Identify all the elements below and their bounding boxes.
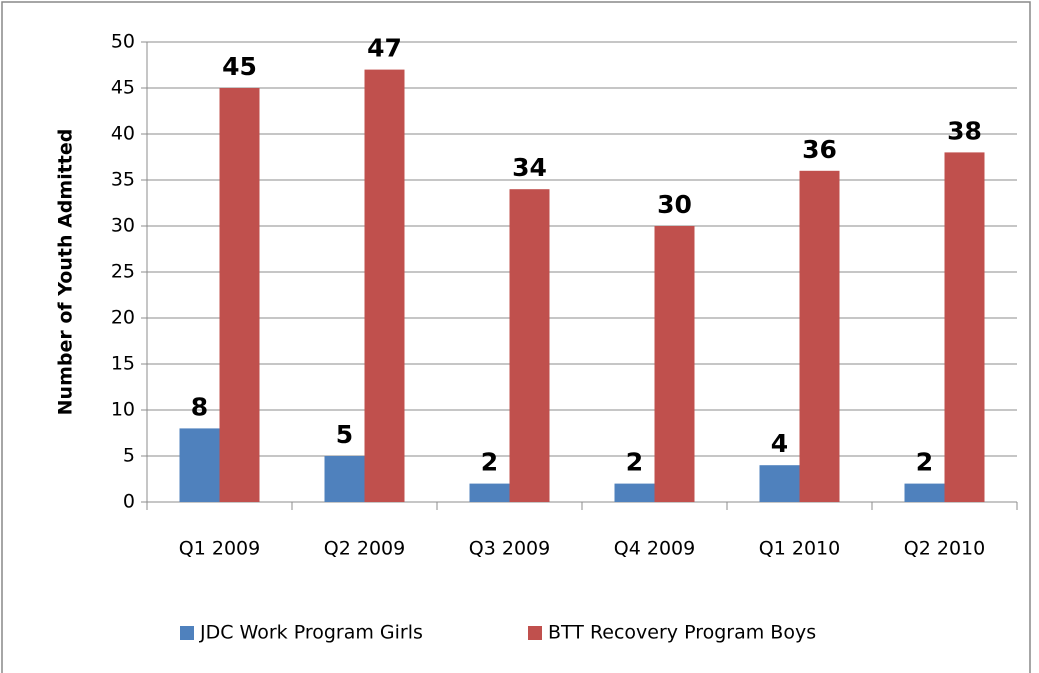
data-label: 5: [336, 420, 353, 449]
y-tick-label: 35: [111, 169, 135, 191]
data-label: 8: [191, 392, 208, 421]
bar: [654, 226, 695, 502]
bar: [364, 69, 405, 502]
bar: [509, 189, 550, 502]
data-label: 34: [512, 153, 547, 182]
data-label: 38: [947, 116, 982, 145]
data-label: 45: [222, 52, 257, 81]
y-axis-label: Number of Youth Admitted: [55, 129, 77, 416]
x-tick-label: Q1 2009: [179, 538, 260, 560]
legend-label: BTT Recovery Program Boys: [548, 622, 816, 644]
data-label: 2: [916, 448, 933, 477]
y-tick-label: 45: [111, 77, 135, 99]
legend-label: JDC Work Program Girls: [199, 622, 423, 644]
bar: [759, 465, 800, 502]
x-tick-label: Q2 2009: [324, 538, 405, 560]
y-tick-label: 5: [123, 445, 135, 467]
legend-swatch: [528, 626, 542, 640]
bar: [799, 170, 840, 503]
bar: [179, 428, 220, 502]
data-label: 36: [802, 135, 837, 164]
y-tick-label: 40: [111, 123, 135, 145]
data-label: 30: [657, 190, 692, 219]
bar: [614, 483, 655, 502]
bar: [469, 483, 510, 502]
data-label: 47: [367, 34, 402, 63]
y-tick-label: 0: [123, 491, 135, 513]
bar: [904, 483, 945, 502]
x-tick-label: Q3 2009: [469, 538, 550, 560]
x-tick-label: Q1 2010: [759, 538, 840, 560]
x-tick-label: Q4 2009: [614, 538, 695, 560]
y-tick-label: 15: [111, 353, 135, 375]
y-tick-label: 20: [111, 307, 135, 329]
bar: [324, 456, 365, 502]
y-tick-label: 50: [111, 31, 135, 53]
data-label: 2: [626, 448, 643, 477]
bar: [219, 88, 260, 502]
bar: [944, 152, 985, 502]
y-tick-label: 25: [111, 261, 135, 283]
data-label: 2: [481, 448, 498, 477]
legend-swatch: [180, 626, 194, 640]
y-tick-label: 10: [111, 399, 135, 421]
x-tick-label: Q2 2010: [904, 538, 985, 560]
y-tick-label: 30: [111, 215, 135, 237]
data-label: 4: [771, 429, 788, 458]
